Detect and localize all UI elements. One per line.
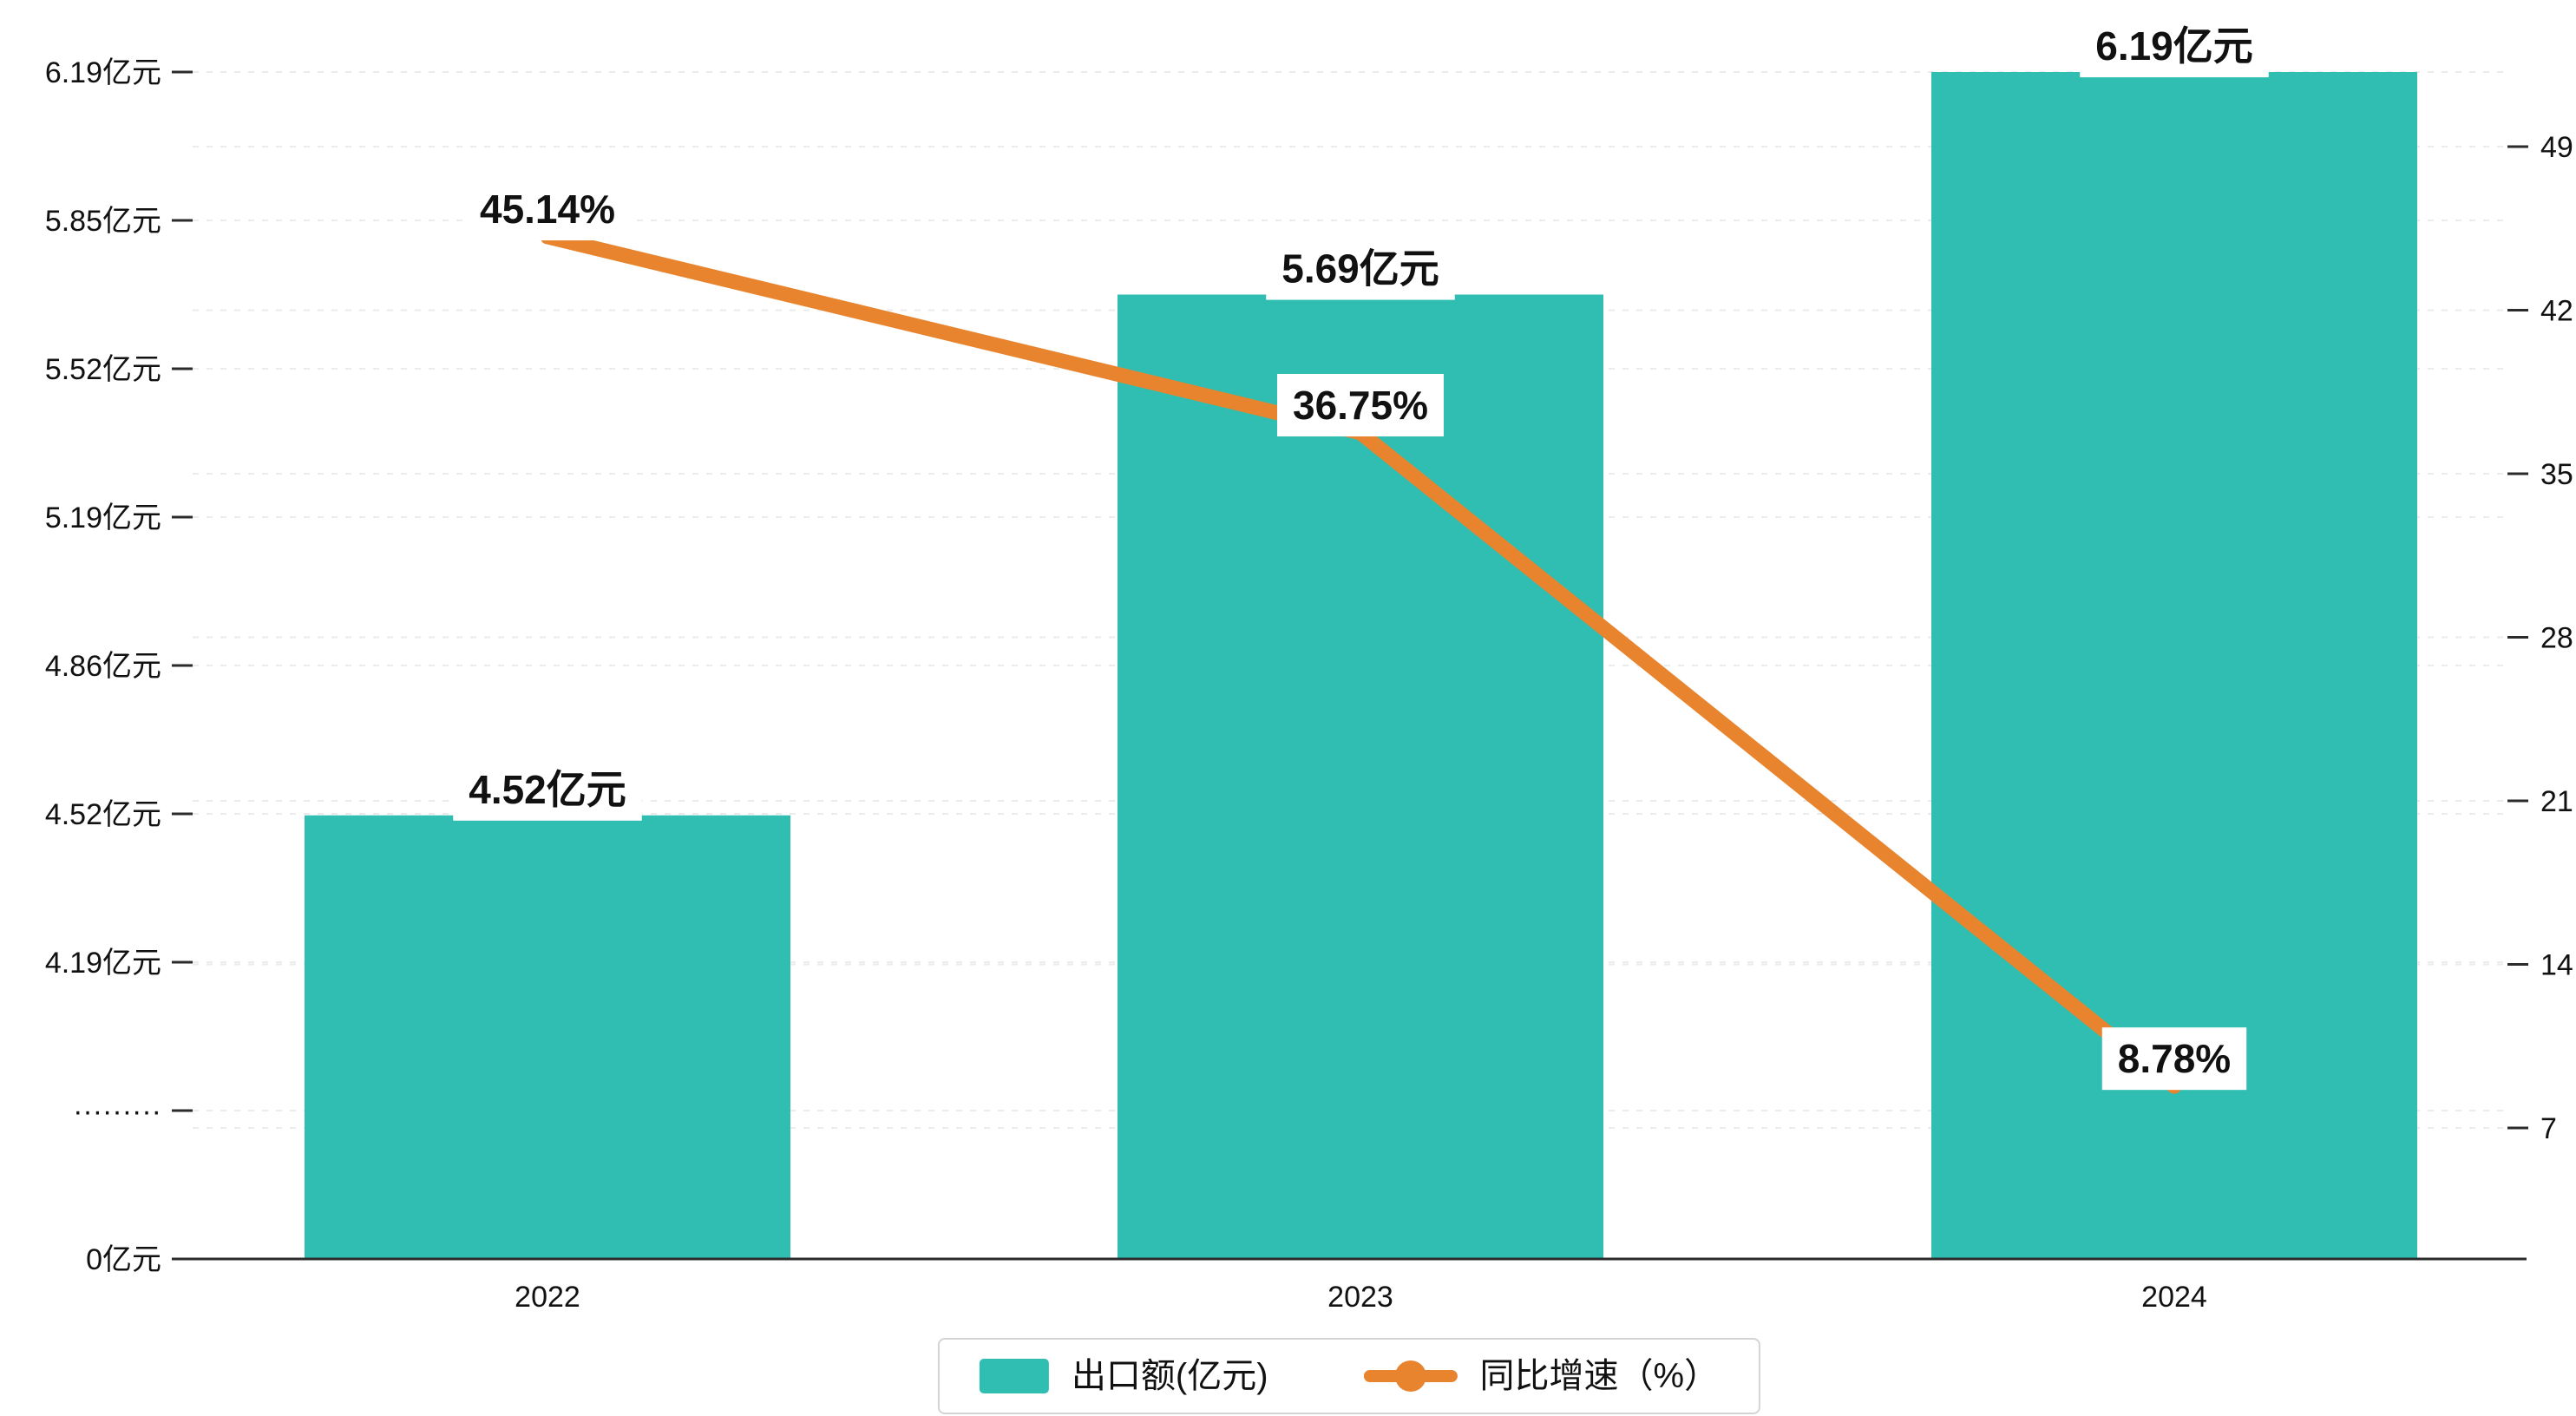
legend-item-export-value[interactable]: 出口额(亿元)	[979, 1357, 1268, 1395]
left-axis-tick-label: 6.19亿元	[45, 56, 161, 89]
bar-data-label-bg	[1266, 237, 1455, 300]
bar-data-label: 4.52亿元	[453, 757, 642, 821]
line-data-label-bg	[463, 178, 632, 241]
left-axis-tick-label: 5.85亿元	[45, 205, 161, 238]
bar-2023[interactable]	[1118, 294, 1603, 1260]
x-axis-tick-label: 2022	[515, 1281, 580, 1314]
bar-data-label: 6.19亿元	[2080, 15, 2269, 78]
line-data-label-text: 45.14%	[480, 187, 615, 232]
legend-item-growth-rate[interactable]: 同比增速（%）	[1363, 1357, 1720, 1395]
bar-data-label-text: 6.19亿元	[2095, 23, 2253, 69]
left-axis-tick-label: 4.19亿元	[45, 947, 161, 980]
left-axis-tick-label: 5.52亿元	[45, 353, 161, 386]
left-axis-tick-label: 5.19亿元	[45, 502, 161, 534]
bar-data-label-text: 5.69亿元	[1281, 246, 1439, 292]
right-axis-tick-label: 7	[2540, 1112, 2557, 1145]
left-axis-tick-label: 4.52亿元	[45, 798, 161, 831]
line-data-label-bg	[1276, 373, 1445, 436]
bar-series-swatch-icon	[979, 1359, 1049, 1393]
line-series-marker-icon	[1363, 1360, 1458, 1392]
left-axis-tick-label: ·········	[73, 1095, 161, 1128]
line-data-label: 45.14%	[463, 178, 632, 241]
x-axis-tick-label: 2024	[2141, 1281, 2207, 1314]
legend-label-export-value: 出口额(亿元)	[1071, 1357, 1268, 1395]
bar-2022[interactable]	[305, 815, 790, 1259]
bar-data-label: 5.69亿元	[1266, 237, 1455, 300]
right-axis-tick-label: 28	[2540, 622, 2573, 655]
bar-data-label-bg	[453, 757, 642, 821]
line-data-label-text: 8.78%	[2118, 1036, 2231, 1081]
right-axis-tick-label: 21	[2540, 785, 2573, 818]
right-axis-tick-label: 49	[2540, 131, 2573, 164]
line-data-label: 36.75%	[1276, 373, 1445, 436]
left-axis-tick-label: 0亿元	[86, 1243, 161, 1276]
right-axis-tick-label: 42	[2540, 295, 2573, 328]
legend-label-growth-rate: 同比增速（%）	[1479, 1357, 1720, 1395]
legend: 出口额(亿元) 同比增速（%）	[937, 1338, 1761, 1414]
right-axis-tick-label: 14	[2540, 949, 2573, 982]
x-axis-tick-label: 2023	[1327, 1281, 1393, 1314]
line-series-dot-icon	[1394, 1360, 1426, 1392]
right-axis-tick-label: 35	[2540, 458, 2573, 491]
line-data-label: 8.78%	[2101, 1027, 2247, 1091]
line-data-label-bg	[2101, 1027, 2247, 1091]
line-data-label-text: 36.75%	[1293, 383, 1428, 428]
bar-data-label-text: 4.52亿元	[469, 767, 626, 812]
left-axis-tick-label: 4.86亿元	[45, 650, 161, 683]
bar-data-label-bg	[2080, 15, 2269, 78]
